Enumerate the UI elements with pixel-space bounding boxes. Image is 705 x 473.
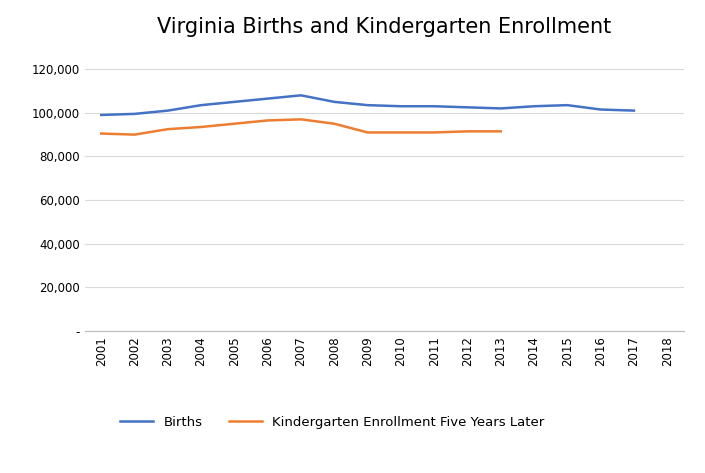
Births [264,96,272,101]
Kindergarten Enrollment Five Years Later [230,121,238,127]
Births [496,105,505,111]
Kindergarten Enrollment Five Years Later [330,121,338,127]
Kindergarten Enrollment Five Years Later [397,130,405,135]
Kindergarten Enrollment Five Years Later [430,130,439,135]
Line: Kindergarten Enrollment Five Years Later: Kindergarten Enrollment Five Years Later [102,119,501,135]
Births [297,93,305,98]
Kindergarten Enrollment Five Years Later [164,126,172,132]
Kindergarten Enrollment Five Years Later [264,118,272,123]
Kindergarten Enrollment Five Years Later [463,129,472,134]
Births [430,104,439,109]
Births [97,112,106,118]
Legend: Births, Kindergarten Enrollment Five Years Later: Births, Kindergarten Enrollment Five Yea… [114,411,550,434]
Line: Births: Births [102,96,634,115]
Births [230,99,238,105]
Births [529,104,538,109]
Kindergarten Enrollment Five Years Later [363,130,372,135]
Kindergarten Enrollment Five Years Later [297,116,305,122]
Births [463,105,472,110]
Births [563,102,572,108]
Births [197,102,205,108]
Kindergarten Enrollment Five Years Later [496,129,505,134]
Kindergarten Enrollment Five Years Later [97,131,106,136]
Births [596,107,605,113]
Births [330,99,338,105]
Births [397,104,405,109]
Births [630,108,638,114]
Births [130,111,139,117]
Kindergarten Enrollment Five Years Later [130,132,139,138]
Births [164,108,172,114]
Births [363,102,372,108]
Title: Virginia Births and Kindergarten Enrollment: Virginia Births and Kindergarten Enrollm… [157,18,611,37]
Kindergarten Enrollment Five Years Later [197,124,205,130]
